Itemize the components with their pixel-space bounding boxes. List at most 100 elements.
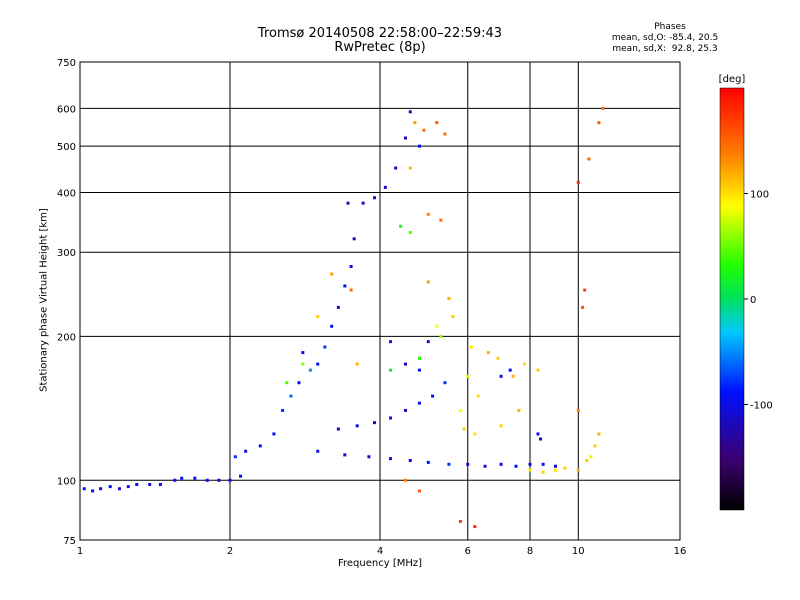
legend-title: Phases: [654, 22, 686, 32]
data-point-o: [352, 237, 356, 241]
data-point-x: [469, 345, 473, 349]
data-point-o: [431, 394, 435, 398]
data-point-x: [389, 368, 393, 372]
data-point-o: [553, 464, 557, 468]
y-tick-label: 100: [57, 476, 76, 487]
plot-frame: [79, 61, 681, 541]
data-point-x: [536, 368, 540, 372]
data-point-o: [539, 437, 543, 441]
data-point-o: [383, 185, 387, 189]
data-point-o: [367, 455, 371, 459]
data-point-o: [82, 487, 86, 491]
data-point-x: [581, 305, 585, 309]
x-tick-label: 10: [572, 546, 585, 557]
data-point-o: [536, 432, 540, 436]
data-point-o: [343, 453, 347, 457]
data-point-x: [426, 280, 430, 284]
data-point-x: [285, 381, 289, 385]
colorbar-ticks: 100 0 -100: [744, 190, 773, 412]
data-point-o: [217, 478, 221, 482]
x-tick-label: 4: [377, 546, 383, 557]
y-tick-label: 200: [57, 332, 76, 343]
data-point-o: [99, 487, 103, 491]
data-point-o: [408, 110, 412, 114]
data-point-x: [462, 427, 466, 431]
data-point-x: [541, 470, 545, 474]
data-point-x: [553, 468, 557, 472]
data-point-x: [330, 272, 334, 276]
x-tick-label: 6: [465, 546, 471, 557]
data-point-o: [447, 462, 451, 466]
data-point-o: [389, 416, 393, 420]
data-point-x: [589, 455, 593, 459]
data-point-o: [239, 474, 243, 478]
data-point-o: [289, 394, 293, 398]
grid: [80, 62, 680, 540]
data-point-x: [486, 351, 490, 355]
data-point-o: [308, 368, 312, 372]
data-point-x: [583, 288, 587, 292]
data-point-o: [244, 449, 248, 453]
data-points: [82, 106, 605, 529]
data-point-o: [173, 478, 177, 482]
data-point-x: [458, 519, 462, 523]
data-point-o: [355, 424, 359, 428]
data-point-o: [403, 362, 407, 366]
data-point-o: [443, 381, 447, 385]
data-point-x: [585, 458, 589, 462]
legend-o-stats: mean, sd,O: -85.4, 20.5: [611, 33, 719, 43]
data-point-x: [496, 356, 500, 360]
y-tick-label: 300: [57, 248, 76, 259]
data-point-x: [301, 362, 305, 366]
data-point-x: [417, 356, 421, 360]
data-point-o: [408, 458, 412, 462]
legend-x-stats: mean, sd,X: 92.8, 25.3: [612, 44, 718, 54]
data-point-x: [439, 218, 443, 222]
data-point-o: [108, 485, 112, 489]
data-point-x: [399, 224, 403, 228]
data-point-x: [576, 468, 580, 472]
data-point-o: [466, 462, 470, 466]
chart-subtitle: RwPretec (8p): [334, 40, 426, 55]
x-tick-label: 2: [227, 546, 233, 557]
data-point-x: [528, 468, 532, 472]
data-point-x: [473, 525, 477, 529]
colorbar: [719, 87, 745, 511]
data-point-x: [349, 288, 353, 292]
y-tick-label: 600: [57, 104, 76, 115]
data-point-o: [528, 462, 532, 466]
data-point-x: [587, 157, 591, 161]
axis-ticks: 1 2 4 6 8 10 16 75 100 200 300 400 500 600 750: [57, 58, 686, 557]
x-tick-label: 8: [527, 546, 533, 557]
data-point-o: [346, 201, 350, 205]
data-point-x: [517, 408, 521, 412]
data-point-o: [499, 374, 503, 378]
data-point-o: [301, 351, 305, 355]
data-point-o: [417, 144, 421, 148]
data-point-o: [135, 482, 139, 486]
data-point-x: [447, 297, 451, 301]
data-point-o: [148, 482, 152, 486]
data-point-x: [408, 166, 412, 170]
colorbar-tick-label: 0: [750, 295, 756, 306]
data-point-x: [576, 408, 580, 412]
colorbar-tick-label: -100: [750, 401, 773, 412]
data-point-o: [343, 284, 347, 288]
data-point-o: [541, 462, 545, 466]
data-point-o: [316, 449, 320, 453]
data-point-o: [403, 408, 407, 412]
x-axis-label: Frequency [MHz]: [337, 558, 423, 569]
data-point-x: [458, 408, 462, 412]
data-point-x: [443, 132, 447, 136]
data-point-x: [439, 334, 443, 338]
data-point-x: [597, 432, 601, 436]
data-point-o: [403, 136, 407, 140]
data-point-x: [408, 230, 412, 234]
data-point-o: [361, 201, 365, 205]
data-point-o: [158, 482, 162, 486]
data-point-o: [228, 478, 232, 482]
data-point-o: [389, 340, 393, 344]
data-point-x: [435, 324, 439, 328]
data-point-x: [597, 121, 601, 125]
colorbar-label: [deg]: [719, 74, 746, 85]
